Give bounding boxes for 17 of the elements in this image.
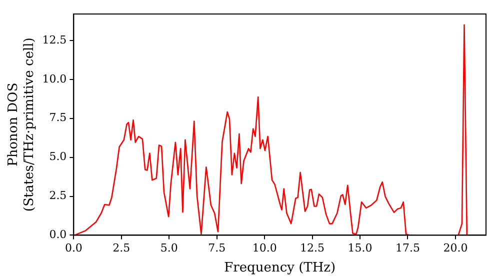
y-tick-label: 0.0 (49, 228, 67, 242)
y-tick-label: 7.5 (49, 111, 67, 124)
y-axis-title: Phonon DOS (States/THz·primitive cell) (6, 38, 37, 212)
x-tick-label: 15.0 (348, 242, 372, 255)
x-tick-label: 2.5 (112, 242, 130, 255)
x-tick-label: 17.5 (395, 242, 420, 255)
x-axis-title: Frequency (THz) (224, 260, 336, 276)
y-tick-label: 12.5 (42, 33, 67, 46)
x-tick-label: 20.0 (443, 242, 468, 255)
x-tick-label: 10.0 (252, 242, 277, 255)
x-tick-label: 5.0 (160, 242, 178, 255)
x-tick-label: 0.0 (64, 242, 82, 255)
x-tick-label: 7.5 (208, 242, 226, 255)
y-tick-label: 5.0 (49, 150, 67, 164)
x-tick-label: 12.5 (300, 242, 325, 255)
y-tick-label: 2.5 (49, 189, 67, 202)
y-tick-label: 10.0 (42, 72, 67, 86)
